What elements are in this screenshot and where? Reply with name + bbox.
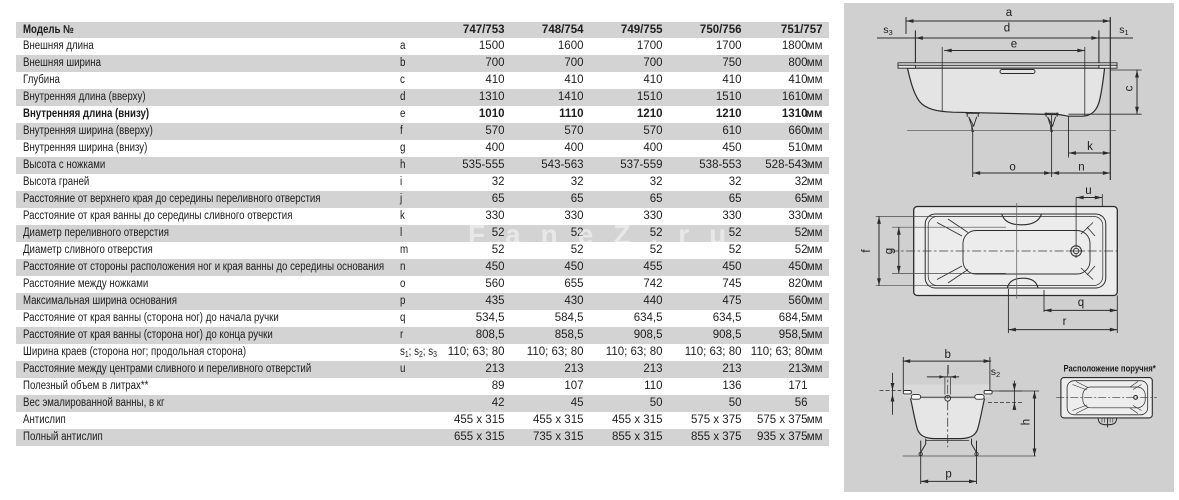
svg-text:p: p: [945, 469, 951, 481]
svg-text:s1: s1: [1119, 24, 1128, 37]
svg-text:a: a: [1006, 7, 1013, 19]
svg-text:Расположение поручня*: Расположение поручня*: [1064, 363, 1157, 374]
svg-text:n: n: [1078, 162, 1084, 174]
svg-text:r: r: [1063, 316, 1067, 328]
svg-text:f: f: [861, 249, 873, 253]
svg-text:c: c: [1124, 85, 1136, 91]
svg-text:g: g: [884, 248, 896, 254]
svg-text:h: h: [1021, 419, 1033, 425]
svg-text:s2: s2: [991, 366, 1000, 379]
svg-text:b: b: [944, 349, 950, 361]
svg-text:q: q: [1078, 297, 1084, 309]
svg-text:s3: s3: [883, 24, 892, 37]
svg-text:o: o: [1009, 162, 1015, 174]
svg-text:e: e: [1011, 39, 1017, 51]
svg-text:u: u: [1085, 185, 1091, 197]
svg-text:d: d: [1004, 23, 1010, 35]
svg-text:k: k: [1087, 141, 1093, 153]
